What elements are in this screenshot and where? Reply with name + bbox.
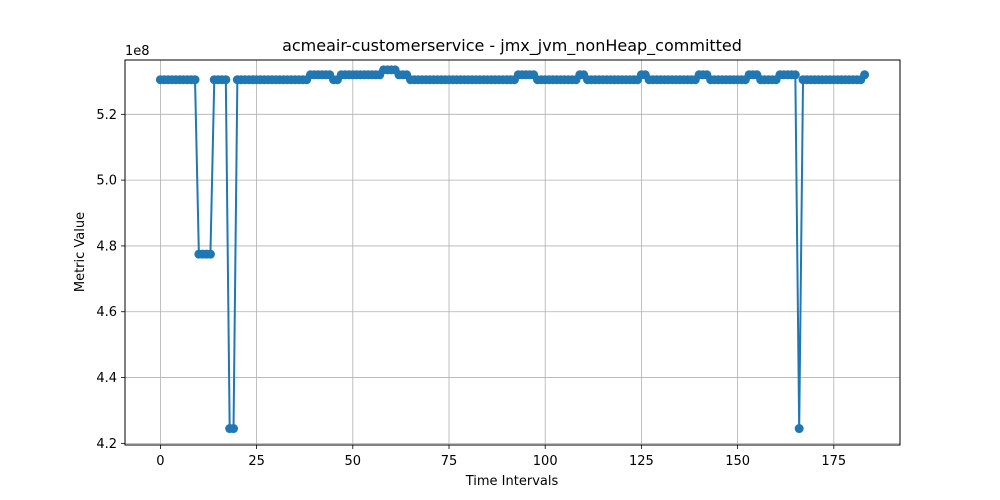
- y-tick-label: 5.0: [96, 174, 117, 189]
- y-tick-label: 4.2: [96, 437, 117, 452]
- data-point: [221, 75, 231, 85]
- x-tick-label: 150: [725, 454, 750, 469]
- y-tick-label: 4.6: [96, 305, 117, 320]
- y-axis-ticks: 4.2 4.4 4.6 4.8 5.0 5.2: [96, 108, 125, 452]
- x-tick-label: 75: [441, 454, 458, 469]
- data-point: [794, 424, 804, 434]
- x-tick-label: 100: [533, 454, 558, 469]
- y-offset-label: 1e8: [125, 44, 150, 59]
- x-tick-label: 125: [629, 454, 654, 469]
- data-series: [155, 65, 870, 434]
- x-axis-label: Time Intervals: [465, 474, 559, 489]
- data-point: [190, 75, 200, 85]
- x-tick-label: 50: [345, 454, 362, 469]
- plot-frame: [124, 59, 901, 446]
- grid-lines: [125, 60, 900, 445]
- data-point: [860, 70, 870, 80]
- x-tick-label: 25: [248, 454, 265, 469]
- y-tick-label: 5.2: [96, 108, 117, 123]
- y-tick-label: 4.8: [96, 239, 117, 254]
- data-point: [790, 70, 800, 80]
- x-tick-label: 175: [821, 454, 846, 469]
- x-axis-ticks: 0 25 50 75 100 125 150 175: [156, 445, 846, 469]
- y-tick-label: 4.4: [96, 371, 117, 386]
- chart-title: acmeair-customerservice - jmx_jvm_nonHea…: [282, 36, 742, 56]
- data-point: [229, 424, 239, 434]
- data-point: [205, 249, 215, 259]
- y-axis-label: Metric Value: [73, 212, 88, 292]
- x-tick-label: 0: [156, 454, 164, 469]
